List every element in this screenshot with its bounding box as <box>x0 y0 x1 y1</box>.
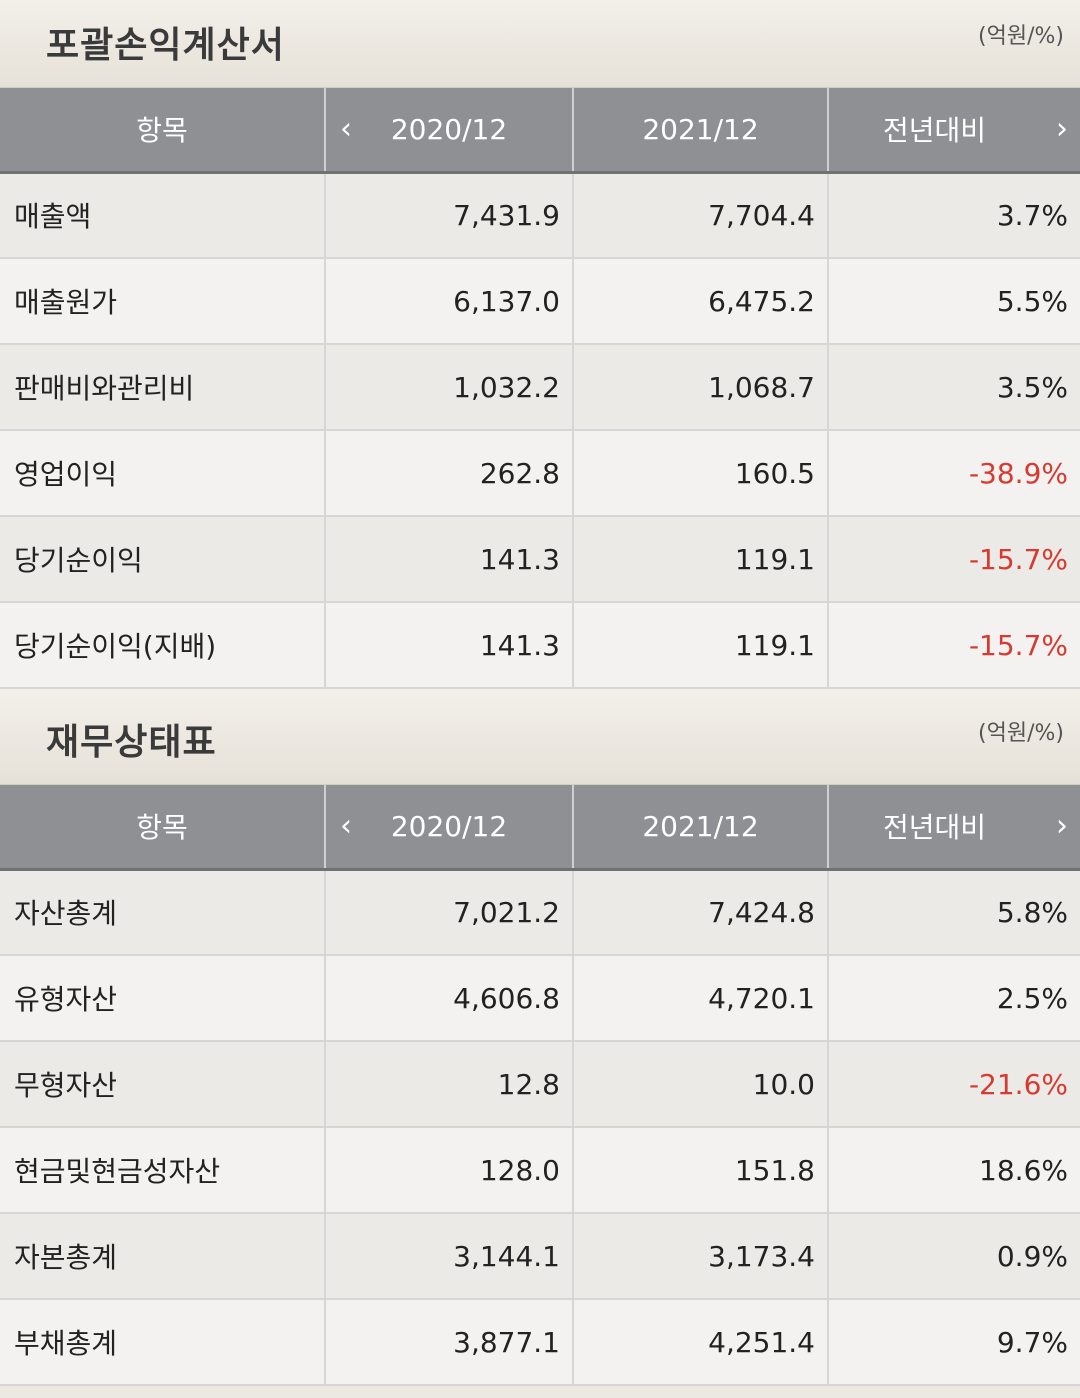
value-2021: 119.1 <box>572 602 828 689</box>
value-2020: 1,032.2 <box>324 344 573 431</box>
balance-sheet-table: 항목 ‹ 2020/12 2021/12 전년대비 › 자산총계 7,021.2… <box>0 785 1080 1386</box>
value-2020: 3,144.1 <box>324 1213 573 1300</box>
chevron-left-icon[interactable]: ‹ <box>340 111 352 147</box>
header-yoy: 전년대비 › <box>827 785 1080 871</box>
income-statement-header: 포괄손익계산서 (억원/%) <box>0 0 1080 88</box>
row-label: 당기순이익 <box>0 516 325 603</box>
balance-sheet-header: 재무상태표 (억원/%) <box>0 689 1080 785</box>
table-row: 자산총계 7,021.2 7,424.8 5.8% <box>0 869 1080 956</box>
row-label: 판매비와관리비 <box>0 344 325 431</box>
unit-label: (억원/%) <box>978 24 1064 49</box>
row-label: 매출액 <box>0 172 325 259</box>
value-2021: 7,424.8 <box>572 869 828 956</box>
value-2021: 3,173.4 <box>572 1213 828 1300</box>
table-row: 매출원가 6,137.0 6,475.2 5.5% <box>0 258 1080 345</box>
row-label: 현금및현금성자산 <box>0 1127 325 1214</box>
value-2020: 141.3 <box>324 602 573 689</box>
value-2020: 141.3 <box>324 516 573 603</box>
value-yoy: 5.5% <box>827 258 1080 345</box>
table-row: 자본총계 3,144.1 3,173.4 0.9% <box>0 1213 1080 1300</box>
row-label: 자본총계 <box>0 1213 325 1300</box>
value-yoy: 3.7% <box>827 172 1080 259</box>
value-yoy: 5.8% <box>827 869 1080 956</box>
table-row: 당기순이익(지배) 141.3 119.1 -15.7% <box>0 602 1080 689</box>
table-row: 판매비와관리비 1,032.2 1,068.7 3.5% <box>0 344 1080 431</box>
value-yoy: -15.7% <box>827 602 1080 689</box>
table-header-row: 항목 ‹ 2020/12 2021/12 전년대비 › <box>0 785 1080 871</box>
value-2020: 4,606.8 <box>324 955 573 1042</box>
row-label: 영업이익 <box>0 430 325 517</box>
table-row: 매출액 7,431.9 7,704.4 3.7% <box>0 172 1080 259</box>
table-header-row: 항목 ‹ 2020/12 2021/12 전년대비 › <box>0 88 1080 174</box>
row-label: 무형자산 <box>0 1041 325 1128</box>
header-item: 항목 <box>0 785 325 871</box>
row-label: 부채총계 <box>0 1299 325 1386</box>
header-item: 항목 <box>0 88 325 174</box>
chevron-right-icon[interactable]: › <box>1056 808 1068 844</box>
value-yoy: -15.7% <box>827 516 1080 603</box>
value-2021: 7,704.4 <box>572 172 828 259</box>
value-2020: 128.0 <box>324 1127 573 1214</box>
value-yoy: -38.9% <box>827 430 1080 517</box>
value-yoy: 18.6% <box>827 1127 1080 1214</box>
value-2021: 119.1 <box>572 516 828 603</box>
header-2021: 2021/12 <box>572 785 828 871</box>
chevron-left-icon[interactable]: ‹ <box>340 808 352 844</box>
table-row: 부채총계 3,877.1 4,251.4 9.7% <box>0 1299 1080 1386</box>
value-2021: 10.0 <box>572 1041 828 1128</box>
value-yoy: 9.7% <box>827 1299 1080 1386</box>
value-yoy: 3.5% <box>827 344 1080 431</box>
header-2021: 2021/12 <box>572 88 828 174</box>
section-title: 재무상태표 <box>46 722 217 763</box>
value-2021: 4,251.4 <box>572 1299 828 1386</box>
table-row: 무형자산 12.8 10.0 -21.6% <box>0 1041 1080 1128</box>
value-2021: 151.8 <box>572 1127 828 1214</box>
header-yoy: 전년대비 › <box>827 88 1080 174</box>
value-2021: 6,475.2 <box>572 258 828 345</box>
value-2020: 12.8 <box>324 1041 573 1128</box>
header-2020: ‹ 2020/12 <box>324 785 573 871</box>
row-label: 매출원가 <box>0 258 325 345</box>
value-yoy: 2.5% <box>827 955 1080 1042</box>
row-label: 당기순이익(지배) <box>0 602 325 689</box>
unit-label: (억원/%) <box>978 721 1064 746</box>
value-2021: 160.5 <box>572 430 828 517</box>
table-row: 당기순이익 141.3 119.1 -15.7% <box>0 516 1080 603</box>
table-row: 영업이익 262.8 160.5 -38.9% <box>0 430 1080 517</box>
section-title: 포괄손익계산서 <box>46 25 285 66</box>
row-label: 자산총계 <box>0 869 325 956</box>
value-2020: 6,137.0 <box>324 258 573 345</box>
income-statement-table: 항목 ‹ 2020/12 2021/12 전년대비 › 매출액 7,431.9 … <box>0 88 1080 689</box>
table-row: 유형자산 4,606.8 4,720.1 2.5% <box>0 955 1080 1042</box>
value-yoy: -21.6% <box>827 1041 1080 1128</box>
value-2020: 7,021.2 <box>324 869 573 956</box>
value-yoy: 0.9% <box>827 1213 1080 1300</box>
header-2020: ‹ 2020/12 <box>324 88 573 174</box>
table-row: 현금및현금성자산 128.0 151.8 18.6% <box>0 1127 1080 1214</box>
value-2021: 4,720.1 <box>572 955 828 1042</box>
value-2020: 3,877.1 <box>324 1299 573 1386</box>
value-2020: 7,431.9 <box>324 172 573 259</box>
value-2020: 262.8 <box>324 430 573 517</box>
row-label: 유형자산 <box>0 955 325 1042</box>
value-2021: 1,068.7 <box>572 344 828 431</box>
chevron-right-icon[interactable]: › <box>1056 111 1068 147</box>
